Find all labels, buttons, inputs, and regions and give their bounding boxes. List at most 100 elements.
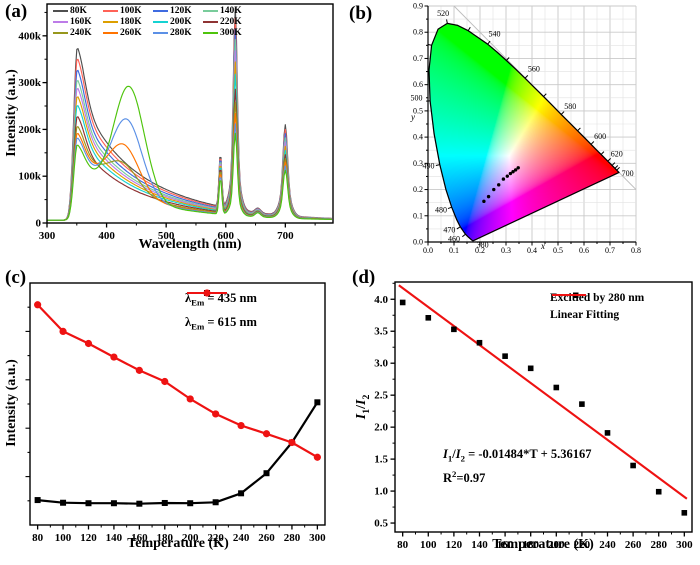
x-tick-label: 0.3 bbox=[501, 246, 511, 255]
axis-ticks-c: 80 100 120 140 160 180 200 220 240 260 280 300 bbox=[25, 306, 326, 544]
x-tick-label: 220 bbox=[207, 532, 224, 544]
locus-tick bbox=[524, 75, 529, 79]
data-point bbox=[513, 168, 518, 172]
legend-a-item: 280K bbox=[153, 27, 202, 38]
legend-a-item: 160K bbox=[53, 16, 102, 27]
spectral-locus-outline bbox=[428, 22, 620, 242]
legend-a-swatch bbox=[153, 31, 168, 34]
panel-a-tag: (a) bbox=[5, 1, 28, 22]
series-line-435nm bbox=[37, 401, 319, 505]
locus-tick bbox=[543, 93, 547, 97]
circle-marker bbox=[161, 377, 169, 386]
data-point bbox=[505, 174, 509, 178]
spectrum-curve-300K bbox=[47, 85, 332, 221]
y-axis-title-c: Intensity (a.u.) bbox=[4, 359, 19, 447]
locus-tick bbox=[577, 127, 581, 132]
data-point bbox=[511, 170, 515, 174]
spectrum-curve-240K bbox=[47, 101, 332, 221]
legend-a-item: 240K bbox=[53, 27, 102, 38]
legend-a-label: 160K bbox=[70, 16, 92, 27]
y-tick-label: 0.6 bbox=[413, 80, 423, 89]
x-tick-label: 0.5 bbox=[553, 246, 563, 255]
y-tick-label: 0.7 bbox=[413, 54, 423, 63]
y-tick-label: 3.0 bbox=[374, 358, 388, 370]
spectrum-curve-260K bbox=[47, 112, 332, 221]
legend-a-item: 220K bbox=[203, 16, 252, 27]
legend-a-item: 140K bbox=[203, 5, 252, 16]
y-tick-label: 4.0 bbox=[374, 294, 388, 306]
square-marker bbox=[451, 326, 457, 333]
x-tick-label: 80 bbox=[397, 539, 409, 551]
x-tick-label: 0.0 bbox=[423, 246, 433, 255]
y-tick-label: 0.9 bbox=[413, 2, 423, 11]
ratio-data-points bbox=[399, 299, 688, 516]
legend-a-item: 120K bbox=[153, 5, 202, 16]
legend-a-swatch bbox=[53, 9, 68, 12]
legend-a-label: 120K bbox=[170, 5, 192, 16]
locus-tick bbox=[487, 40, 491, 45]
cie-gamut-canvas bbox=[428, 6, 636, 242]
legend-a-label: 140K bbox=[220, 5, 242, 16]
circle-marker bbox=[288, 438, 296, 447]
legend-a-label: 100K bbox=[120, 5, 142, 16]
spectra-chart: 300 400 500 600 700 0 100k 200k 300k 400k bbox=[18, 3, 334, 242]
square-marker bbox=[604, 430, 611, 436]
circle-marker bbox=[34, 301, 42, 309]
y-tick-label: 100k bbox=[18, 171, 42, 183]
ratio-temperature-chart: 80 100 120 140 160 180 200 220 240 260 280 300 0.5 1.… bbox=[374, 281, 693, 551]
locus-tick bbox=[435, 164, 440, 166]
legend-a-label: 260K bbox=[120, 27, 142, 38]
fit-equation-line: I1/I2 = -0.01484*T + 5.36167 bbox=[443, 447, 592, 464]
locus-tick bbox=[611, 162, 616, 166]
x-tick-label: 0.2 bbox=[475, 246, 485, 255]
axes-b: 0.0 0.1 0.2 0.3 0.4 0.5 0.6 0.7 0.8 0.0 0.1 0.2 0.3 0… bbox=[413, 2, 641, 256]
locus-tick bbox=[446, 19, 448, 24]
legend-a-swatch bbox=[153, 20, 168, 23]
legend-a-swatch bbox=[203, 9, 218, 12]
x-tick-label: 280 bbox=[650, 539, 667, 551]
y-tick-label: 2.5 bbox=[374, 390, 388, 402]
legend-marker-615nm bbox=[187, 289, 227, 297]
y-tick-label: 0.5 bbox=[374, 518, 388, 530]
y-tick-label: 0.4 bbox=[413, 133, 423, 142]
chromaticity-points bbox=[482, 166, 520, 204]
legend-label-615nm: λEm = 615 nm bbox=[185, 314, 257, 332]
square-marker bbox=[212, 499, 219, 506]
x-tick-label: 160 bbox=[131, 532, 148, 544]
y-tick-label: 200k bbox=[18, 124, 42, 136]
circle-marker bbox=[59, 327, 67, 335]
x-tick-label: 300 bbox=[309, 532, 326, 544]
x-tick-label: 220 bbox=[574, 539, 591, 551]
legend-a-swatch bbox=[203, 20, 218, 23]
legend-a-label: 80K bbox=[70, 5, 87, 16]
x-tick-label: 500 bbox=[158, 230, 175, 242]
x-tick-label: 260 bbox=[258, 532, 275, 544]
axes-box-a bbox=[46, 3, 334, 224]
legend-a-label: 200K bbox=[170, 16, 192, 27]
r-squared-line: R2=0.97 bbox=[443, 469, 486, 486]
wavelength-label-700: 700 bbox=[622, 169, 634, 178]
wavelength-label-600: 600 bbox=[594, 132, 606, 141]
legend-circle-marker bbox=[203, 289, 211, 297]
data-point bbox=[508, 171, 513, 176]
series-markers-435nm bbox=[34, 399, 321, 507]
legend-a-swatch bbox=[53, 20, 68, 23]
wavelength-label-540: 540 bbox=[489, 30, 501, 39]
y-axis-title-d: I1/I2 bbox=[354, 394, 372, 420]
x-tick-label: 0.8 bbox=[631, 246, 641, 255]
fit-equation-annotation: I1/I2 = -0.01484*T + 5.36167 R2=0.97 bbox=[443, 443, 592, 490]
locus-tick bbox=[600, 151, 605, 155]
square-marker bbox=[60, 499, 67, 506]
data-point bbox=[501, 177, 506, 181]
wavelength-label-560: 560 bbox=[528, 64, 540, 73]
locus-tick bbox=[590, 141, 595, 145]
legend-a-swatch bbox=[103, 31, 118, 34]
legend-a-label: 220K bbox=[220, 16, 242, 27]
data-point bbox=[492, 187, 496, 192]
locus-tick bbox=[560, 111, 565, 115]
square-marker bbox=[681, 510, 688, 516]
x-tick-label: 300 bbox=[676, 539, 693, 551]
panel-b-tag: (b) bbox=[349, 3, 373, 24]
axes-box-c bbox=[29, 282, 326, 526]
legend-a-item: 180K bbox=[103, 16, 152, 27]
